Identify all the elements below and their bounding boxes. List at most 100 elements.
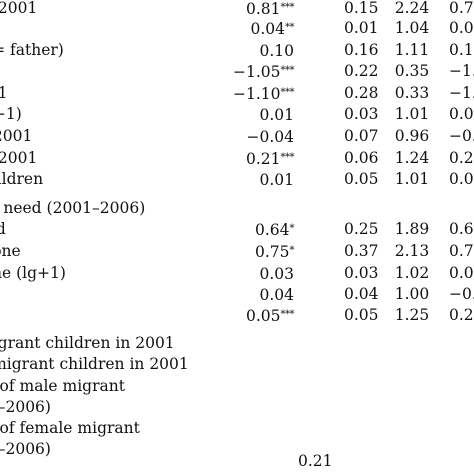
significance-stars: ***: [280, 309, 295, 320]
odds-ratio-cell: 1.25: [394, 306, 430, 324]
significance-stars: *: [289, 223, 295, 234]
odds-ratio-cell: 1.11: [394, 41, 430, 59]
coefficient-value: 0.01: [259, 106, 294, 124]
standard-error-cell: 0.01: [344, 19, 379, 37]
truncated-column-cell: −0.0: [449, 127, 474, 145]
coefficient-cell: 0.01: [259, 103, 294, 126]
row-label: 001: [0, 84, 8, 102]
standard-error-cell: 0.03: [344, 105, 379, 123]
coefficient-value: 0.01: [259, 171, 294, 189]
coefficient-value: −0.04: [246, 128, 295, 146]
table-row: 0.04** 0.01 1.04 0.0: [0, 17, 474, 39]
standard-error-cell: 0.22: [344, 62, 379, 80]
coefficient-cell: −1.05***: [233, 60, 294, 83]
table-row: e migrant children in 2001: [0, 353, 474, 375]
table-row: in 2001 0.81*** 0.15 2.24 0.7: [0, 0, 474, 19]
table-row: 001 −1.10*** 0.28 0.33 −1.1: [0, 82, 474, 104]
truncated-column-cell: 0.0: [449, 264, 474, 282]
standard-error-cell: 0.37: [344, 242, 379, 260]
standard-error-cell: 0.06: [344, 149, 379, 167]
table-row: migrant children in 2001: [0, 332, 474, 354]
odds-ratio-cell: 2.13: [394, 242, 430, 260]
table-row: ome (lg+1) 0.03 0.03 1.02 0.0: [0, 262, 474, 284]
truncated-column-cell: 0.1: [449, 41, 474, 59]
row-label: lg+1): [0, 105, 22, 123]
truncated-column-cell: 0.2: [449, 149, 474, 167]
coefficient-value: 0.05: [245, 307, 281, 325]
coefficient-cell: 0.81***: [246, 0, 294, 20]
odds-ratio-cell: 1.89: [394, 220, 430, 238]
row-label: in 2001: [0, 0, 38, 17]
significance-stars: ***: [280, 152, 295, 163]
standard-error-cell: 0.04: [344, 285, 379, 303]
coefficient-cell: 0.05***: [246, 304, 294, 327]
coefficient-value: 0.10: [259, 42, 294, 60]
row-label: er of male migrant: [0, 377, 125, 395]
coefficient-value: −1.10: [233, 85, 281, 103]
significance-stars: ***: [280, 2, 295, 13]
odds-ratio-cell: 0.33: [394, 84, 430, 102]
row-label: er of female migrant: [0, 419, 140, 437]
standard-error-cell: 0.03: [344, 264, 379, 282]
footer-value: 0.21: [298, 452, 333, 470]
table-row: 01–2006): [0, 396, 474, 418]
truncated-column-cell: 0.7: [449, 0, 474, 17]
coefficient-value: 0.04: [259, 286, 294, 304]
row-label: tal need (2001–2006): [0, 199, 146, 217]
row-label: alone: [0, 242, 21, 260]
truncated-column-cell: −0.0: [449, 285, 474, 303]
coefficient-cell: 0.75*: [255, 240, 294, 263]
coefficient-value: 0.21: [245, 150, 281, 168]
truncated-column-cell: 0.6: [449, 220, 474, 238]
significance-stars: ***: [280, 87, 295, 98]
truncated-column-cell: 0.2: [449, 306, 474, 324]
odds-ratio-cell: 1.02: [394, 264, 430, 282]
odds-ratio-cell: 1.00: [394, 285, 430, 303]
coefficient-value: 0.81: [245, 0, 281, 18]
table-row: e = father) 0.10 0.16 1.11 0.1: [0, 39, 474, 61]
truncated-column-cell: −1.0: [449, 62, 474, 80]
table-row: 0.04 0.04 1.00 −0.0: [0, 283, 474, 305]
coefficient-value: 0.04: [250, 20, 285, 38]
coefficient-value: 0.64: [254, 221, 290, 239]
coefficient-cell: 0.64*: [255, 218, 294, 241]
coefficient-cell: 0.04**: [250, 17, 294, 40]
row-label: children: [0, 170, 44, 188]
truncated-column-cell: 0.0: [449, 170, 474, 188]
row-label: e = father): [0, 41, 64, 59]
standard-error-cell: 0.28: [344, 84, 379, 102]
significance-stars: ***: [280, 65, 295, 76]
table-row: L0.05***0.051.250.2: [0, 304, 474, 326]
table-row: children 0.01 0.05 1.01 0.0: [0, 168, 474, 190]
table-row: er of male migrant: [0, 375, 474, 397]
coefficient-cell: 0.04: [259, 283, 294, 306]
standard-error-cell: 0.05: [344, 306, 379, 324]
odds-ratio-cell: 1.01: [394, 170, 430, 188]
row-label: ome (lg+1): [0, 264, 66, 282]
coefficient-cell: −1.10***: [233, 82, 294, 105]
coefficient-value: 0.75: [254, 243, 290, 261]
standard-error-cell: 0.15: [344, 0, 379, 17]
table-row: −1.05*** 0.22 0.35 −1.0: [0, 60, 474, 82]
truncated-column-cell: −1.1: [449, 84, 474, 102]
truncated-column-cell: 0.7: [449, 242, 474, 260]
coefficient-cell: 0.03: [259, 262, 294, 285]
odds-ratio-cell: 1.24: [394, 149, 430, 167]
table-row: tal need (2001–2006): [0, 197, 474, 219]
table-row: n 2001 −0.04 0.07 0.96 −0.0: [0, 125, 474, 147]
coefficient-value: −1.05: [233, 63, 281, 81]
coefficient-cell: 0.21***: [246, 147, 294, 170]
row-label: in 2001: [0, 149, 38, 167]
odds-ratio-cell: 2.24: [394, 0, 430, 17]
standard-error-cell: 0.07: [344, 127, 379, 145]
row-label: ved: [0, 220, 6, 238]
table-row: ved 0.64* 0.25 1.89 0.6: [0, 218, 474, 240]
table-row: lg+1) 0.01 0.03 1.01 0.0: [0, 103, 474, 125]
odds-ratio-cell: 0.96: [394, 127, 430, 145]
footer-row: 0.21: [0, 450, 474, 472]
table-row: alone 0.75* 0.37 2.13 0.7: [0, 240, 474, 262]
truncated-column-cell: 0.0: [449, 19, 474, 37]
significance-stars: *: [289, 245, 295, 256]
coefficient-cell: 0.01: [259, 168, 294, 191]
